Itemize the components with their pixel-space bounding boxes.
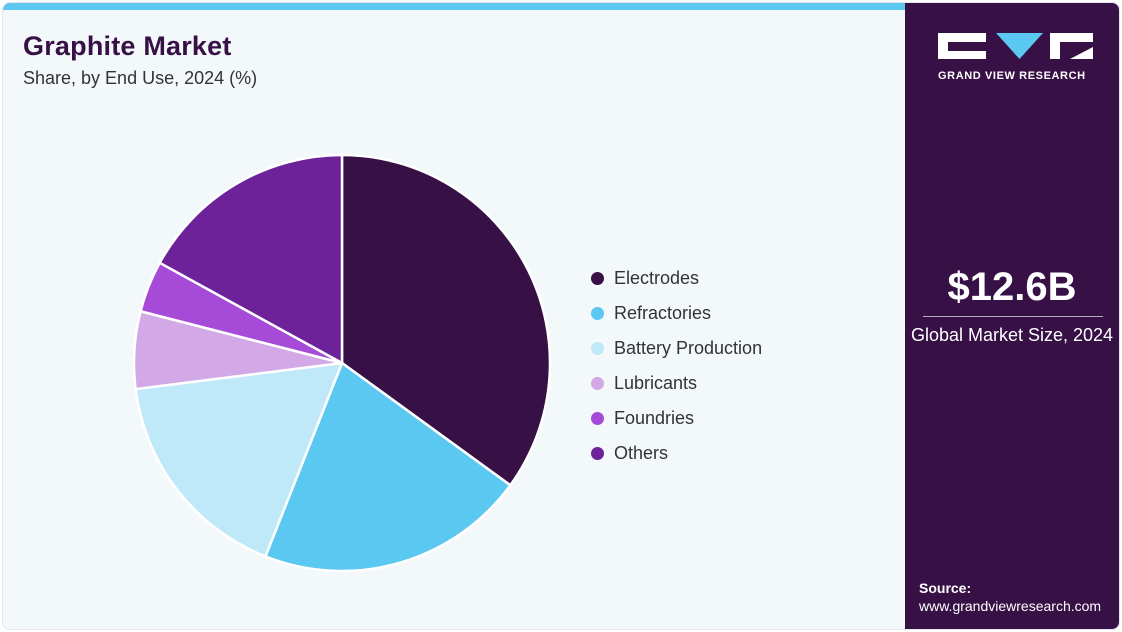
legend-swatch — [591, 412, 604, 425]
legend-swatch — [591, 377, 604, 390]
pie-slice-battery-production — [134, 361, 344, 558]
legend-label: Lubricants — [614, 373, 698, 393]
legend-item: Battery Production — [591, 331, 762, 366]
source-label: Source: — [919, 580, 972, 596]
legend-label: Others — [614, 443, 669, 463]
legend-swatch — [591, 447, 604, 460]
pie-slice-electrodes — [340, 153, 552, 487]
legend-label: Foundries — [614, 408, 695, 428]
market-size-value: $12.6B — [947, 265, 1077, 309]
brand-name: GRAND VIEW RESEARCH — [938, 70, 1086, 82]
gvr-logo-icon — [938, 33, 1093, 59]
kpi-divider — [923, 316, 1103, 317]
legend-label: Refractories — [614, 303, 712, 323]
legend-item: Refractories — [591, 296, 762, 331]
legend-item: Foundries — [591, 401, 762, 436]
legend-swatch — [591, 272, 604, 285]
summary-panel: GRAND VIEW RESEARCH $12.6B Global Market… — [905, 3, 1119, 629]
chart-legend: Electrodes Refractories Battery Production… — [591, 261, 762, 471]
pie-chart — [132, 153, 552, 573]
pie-slice-refractories — [264, 361, 512, 573]
legend-swatch — [591, 342, 604, 355]
accent-bar — [3, 3, 905, 10]
chart-title: Graphite Market — [23, 31, 232, 61]
source-link[interactable]: www.grandviewresearch.com — [919, 598, 1102, 614]
legend-label: Battery Production — [614, 338, 763, 358]
pie-slice-others — [158, 153, 344, 365]
legend-item: Electrodes — [591, 261, 762, 296]
chart-panel: Graphite Market Share, by End Use, 2024 … — [3, 3, 905, 629]
chart-subtitle: Share, by End Use, 2024 (%) — [23, 68, 258, 88]
legend-swatch — [591, 307, 604, 320]
legend-item: Others — [591, 436, 762, 471]
legend-item: Lubricants — [591, 366, 762, 401]
legend-label: Electrodes — [614, 268, 700, 288]
market-size-label: Global Market Size, 2024 — [910, 325, 1114, 345]
